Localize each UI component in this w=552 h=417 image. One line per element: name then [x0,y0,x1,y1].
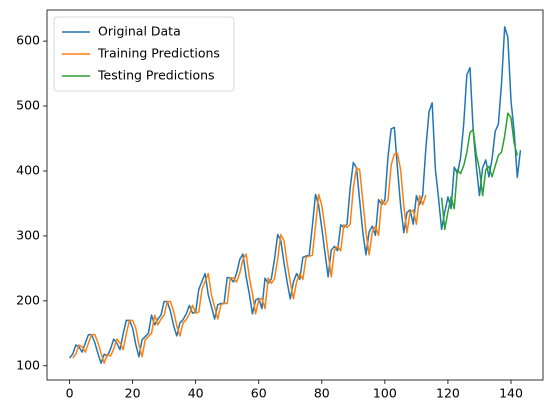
plot-frame [46,9,544,381]
x-tick-label: 100 [373,386,397,401]
legend-label: Original Data [98,24,181,39]
data-line [68,26,522,364]
x-tick-label: 40 [188,386,204,401]
data-line [72,152,427,364]
y-tick-label: 500 [16,98,40,113]
legend: Original Data Training Predictions Testing… [53,16,235,92]
y-tick-label: 600 [16,33,40,48]
x-tick-label: 140 [499,386,523,401]
y-tick-label: 400 [16,162,40,177]
legend-label: Testing Predictions [97,68,215,83]
legend-label: Training Predictions [97,46,220,61]
x-tick-label: 120 [436,386,460,401]
y-tick-label: 300 [16,227,40,242]
legend-frame [53,16,235,92]
x-tick-label: 0 [66,386,74,401]
y-tick-label: 200 [16,292,40,307]
x-tick-label: 60 [251,386,267,401]
data-line [440,112,519,231]
y-tick-label: 100 [16,357,40,372]
x-tick-label: 20 [125,386,141,401]
x-tick-label: 80 [314,386,330,401]
